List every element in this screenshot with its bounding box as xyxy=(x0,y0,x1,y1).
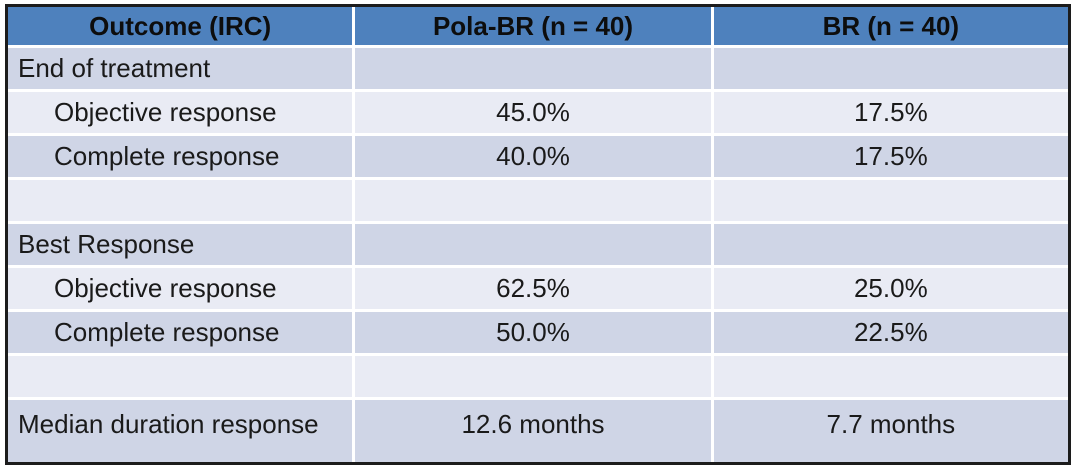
pola-br-value-cell: 45.0% xyxy=(355,92,711,133)
spacer-row-cell xyxy=(713,180,1068,221)
row-label-objective-response-eot: Objective response xyxy=(8,92,353,133)
pola-br-value-cell: 50.0% xyxy=(355,312,711,353)
outcome-table-grid: Outcome (IRC) Pola-BR (n = 40) BR (n = 4… xyxy=(8,7,1068,462)
pola-br-value-cell xyxy=(355,224,711,265)
br-value-cell: 25.0% xyxy=(713,268,1068,309)
pola-br-value-cell: 40.0% xyxy=(355,136,711,177)
pola-br-value-cell: 62.5% xyxy=(355,268,711,309)
spacer-row-cell xyxy=(355,356,711,397)
spacer-row-cell xyxy=(713,356,1068,397)
spacer-row-cell xyxy=(8,180,353,221)
pola-br-value-cell xyxy=(355,48,711,89)
br-value-cell xyxy=(713,48,1068,89)
header-cell-outcome: Outcome (IRC) xyxy=(8,7,353,45)
br-value-cell: 17.5% xyxy=(713,92,1068,133)
br-value-cell xyxy=(713,224,1068,265)
br-value-cell: 17.5% xyxy=(713,136,1068,177)
row-label-end-of-treatment: End of treatment xyxy=(8,48,353,89)
spacer-row-cell xyxy=(355,180,711,221)
outcome-table: Outcome (IRC) Pola-BR (n = 40) BR (n = 4… xyxy=(5,4,1071,465)
row-label-median-duration-response: Median duration response xyxy=(8,400,353,462)
row-label-complete-response-best: Complete response xyxy=(8,312,353,353)
pola-br-value-cell: 12.6 months xyxy=(355,400,711,462)
header-cell-pola-br: Pola-BR (n = 40) xyxy=(355,7,711,45)
row-label-objective-response-best: Objective response xyxy=(8,268,353,309)
header-cell-br: BR (n = 40) xyxy=(713,7,1068,45)
br-value-cell: 7.7 months xyxy=(713,400,1068,462)
br-value-cell: 22.5% xyxy=(713,312,1068,353)
row-label-best-response: Best Response xyxy=(8,224,353,265)
spacer-row-cell xyxy=(8,356,353,397)
row-label-complete-response-eot: Complete response xyxy=(8,136,353,177)
